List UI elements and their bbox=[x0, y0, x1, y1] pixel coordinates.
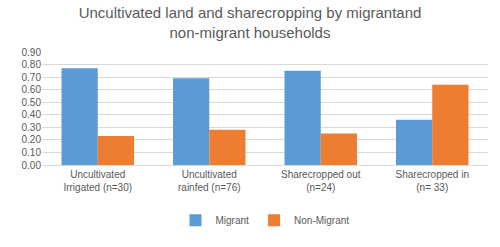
svg-text:Migrant: Migrant bbox=[216, 215, 250, 226]
svg-text:0.50: 0.50 bbox=[22, 97, 42, 108]
svg-text:0.60: 0.60 bbox=[22, 84, 42, 95]
svg-text:UncultivatedIrrigated (n=30): UncultivatedIrrigated (n=30) bbox=[63, 169, 132, 193]
svg-text:0.30: 0.30 bbox=[22, 122, 42, 133]
svg-text:Uncultivated land and sharecro: Uncultivated land and sharecropping by m… bbox=[79, 4, 422, 41]
svg-text:0.90: 0.90 bbox=[22, 47, 42, 58]
svg-text:0.40: 0.40 bbox=[22, 109, 42, 120]
svg-text:Uncultivatedrainfed (n=76): Uncultivatedrainfed (n=76) bbox=[178, 169, 241, 193]
svg-text:Sharecropped out(n=24): Sharecropped out(n=24) bbox=[281, 169, 361, 193]
svg-text:0.70: 0.70 bbox=[22, 72, 42, 83]
svg-text:0.00: 0.00 bbox=[22, 160, 42, 171]
svg-text:0.80: 0.80 bbox=[22, 59, 42, 70]
svg-text:0.20: 0.20 bbox=[22, 134, 42, 145]
svg-text:0.10: 0.10 bbox=[22, 147, 42, 158]
svg-text:Non-Migrant: Non-Migrant bbox=[294, 215, 349, 226]
svg-text:Sharecropped in(n= 33): Sharecropped in(n= 33) bbox=[396, 169, 469, 193]
